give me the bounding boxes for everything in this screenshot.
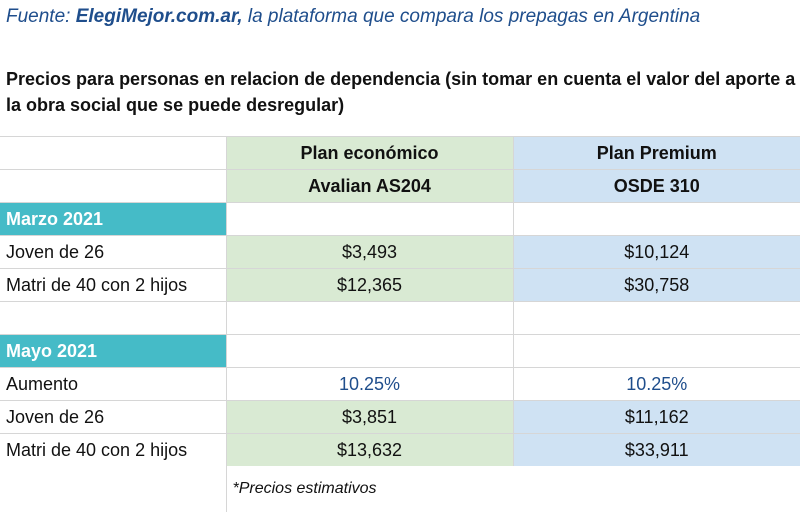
- footnote-row: *Precios estimativos: [0, 466, 800, 512]
- plan1-price: $13,632: [225, 433, 513, 466]
- plan2-price: $11,162: [512, 400, 800, 434]
- plan1-title: Plan económico: [225, 136, 513, 170]
- price-table: Plan económico Plan Premium Avalian AS20…: [0, 136, 800, 512]
- empty-cell: [225, 334, 513, 368]
- empty-cell: [512, 301, 800, 335]
- empty-cell: [512, 202, 800, 236]
- plan2-price: $30,758: [512, 268, 800, 302]
- increase-row: Aumento 10.25% 10.25%: [0, 367, 800, 401]
- empty-cell: [0, 466, 226, 512]
- row-label: Matri de 40 con 2 hijos: [0, 268, 226, 302]
- row-label: Joven de 26: [0, 235, 226, 269]
- source-line: Fuente: ElegiMejor.com.ar, la plataforma…: [6, 6, 700, 32]
- table-subtitle: Precios para personas en relacion de dep…: [6, 69, 796, 115]
- empty-cell: [225, 202, 513, 236]
- plan1-increase: 10.25%: [225, 367, 513, 401]
- row-label: Aumento: [0, 367, 226, 401]
- header-row-plan-name: Avalian AS204 OSDE 310: [0, 169, 800, 203]
- period-row-mayo: Mayo 2021: [0, 334, 800, 368]
- plan1-name: Avalian AS204: [225, 169, 513, 203]
- plan2-price: $10,124: [512, 235, 800, 269]
- spacer-row: [0, 301, 800, 335]
- table-row: Matri de 40 con 2 hijos $13,632 $33,911: [0, 433, 800, 466]
- plan2-title: Plan Premium: [512, 136, 800, 170]
- footnote: *Precios estimativos: [225, 466, 800, 512]
- plan2-name: OSDE 310: [512, 169, 800, 203]
- empty-cell: [512, 334, 800, 368]
- row-label: Matri de 40 con 2 hijos: [0, 433, 226, 466]
- header-empty-cell: [0, 136, 226, 170]
- plan2-increase: 10.25%: [512, 367, 800, 401]
- empty-cell: [0, 301, 226, 335]
- period-label: Mayo 2021: [0, 334, 226, 368]
- row-label: Joven de 26: [0, 400, 226, 434]
- header-empty-cell: [0, 169, 226, 203]
- plan1-price: $3,851: [225, 400, 513, 434]
- table-row: Joven de 26 $3,851 $11,162: [0, 400, 800, 434]
- plan1-price: $12,365: [225, 268, 513, 302]
- table-row: Matri de 40 con 2 hijos $12,365 $30,758: [0, 268, 800, 302]
- period-label: Marzo 2021: [0, 202, 226, 236]
- source-site: ElegiMejor.com.ar,: [75, 6, 243, 27]
- period-row-marzo: Marzo 2021: [0, 202, 800, 236]
- empty-cell: [225, 301, 513, 335]
- plan2-price: $33,911: [512, 433, 800, 466]
- header-row-plan-type: Plan económico Plan Premium: [0, 136, 800, 170]
- plan1-price: $3,493: [225, 235, 513, 269]
- source-rest: la plataforma que compara los prepagas e…: [242, 6, 701, 27]
- table-row: Joven de 26 $3,493 $10,124: [0, 235, 800, 269]
- source-prefix: Fuente:: [6, 6, 76, 27]
